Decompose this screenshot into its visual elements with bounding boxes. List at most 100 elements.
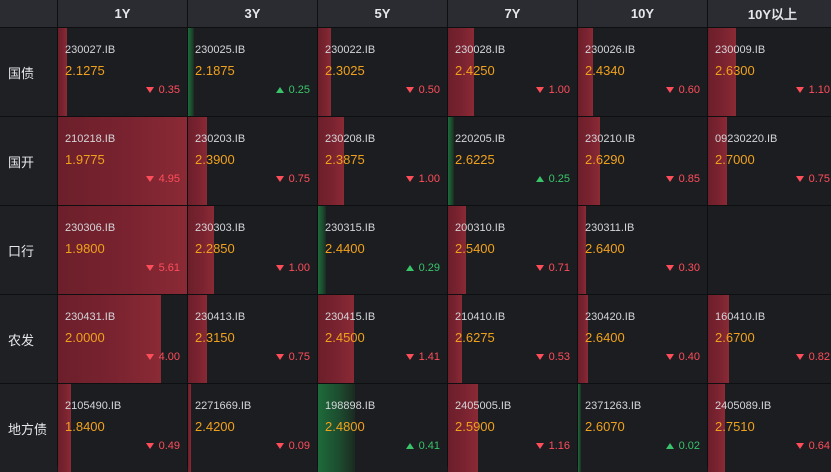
bond-cell[interactable]: 230210.IB 2.6290 0.85 xyxy=(578,117,707,205)
bond-yield: 2.3875 xyxy=(325,152,365,167)
change-intensity-bar xyxy=(578,384,581,472)
triangle-down-icon xyxy=(145,354,154,360)
bond-change-value: 0.53 xyxy=(548,351,570,363)
bond-cell[interactable]: 230306.IB 1.9800 5.61 xyxy=(58,206,187,294)
bond-cell[interactable]: 160410.IB 2.6700 0.82 xyxy=(708,295,831,383)
triangle-down-icon xyxy=(795,176,804,182)
bond-yield: 2.4250 xyxy=(455,63,495,78)
column-header-2[interactable]: 5Y xyxy=(318,0,447,27)
bond-cell[interactable]: 230028.IB 2.4250 1.00 xyxy=(448,28,577,116)
triangle-down-icon xyxy=(275,265,284,271)
bond-change: 1.00 xyxy=(405,173,440,185)
bond-change: 0.29 xyxy=(405,262,440,274)
triangle-up-icon xyxy=(665,443,674,449)
column-header-3[interactable]: 7Y xyxy=(448,0,577,27)
triangle-down-icon xyxy=(535,265,544,271)
bond-change-value: 0.82 xyxy=(808,351,830,363)
bond-cell[interactable]: 230415.IB 2.4500 1.41 xyxy=(318,295,447,383)
column-header-5[interactable]: 10Y以上 xyxy=(708,0,831,27)
column-header-1[interactable]: 3Y xyxy=(188,0,317,27)
triangle-down-icon xyxy=(405,176,414,182)
bond-cell[interactable]: 230420.IB 2.6400 0.40 xyxy=(578,295,707,383)
bond-change-value: 0.75 xyxy=(808,173,830,185)
bond-code: 2405089.IB xyxy=(715,400,772,412)
bond-change-value: 5.61 xyxy=(158,262,180,274)
bond-cell[interactable]: 2405089.IB 2.7510 0.64 xyxy=(708,384,831,472)
bond-change: 0.75 xyxy=(795,173,830,185)
bond-change-value: 0.25 xyxy=(288,84,310,96)
bond-cell[interactable]: 230009.IB 2.6300 1.10 xyxy=(708,28,831,116)
bond-cell[interactable]: 09230220.IB 2.7000 0.75 xyxy=(708,117,831,205)
bond-yield: 2.6300 xyxy=(715,63,755,78)
bond-yield: 2.6700 xyxy=(715,330,755,345)
triangle-down-icon xyxy=(795,87,804,93)
bond-code: 230303.IB xyxy=(195,222,246,234)
bond-cell[interactable]: 2271669.IB 2.4200 0.09 xyxy=(188,384,317,472)
bond-cell[interactable]: 230203.IB 2.3900 0.75 xyxy=(188,117,317,205)
bond-cell[interactable]: 200310.IB 2.5400 0.71 xyxy=(448,206,577,294)
bond-cell[interactable]: 210218.IB 1.9775 4.95 xyxy=(58,117,187,205)
bond-cell[interactable]: 220205.IB 2.6225 0.25 xyxy=(448,117,577,205)
triangle-up-icon xyxy=(275,87,284,93)
triangle-down-icon xyxy=(535,87,544,93)
bond-change-value: 0.25 xyxy=(548,173,570,185)
bond-code: 230315.IB xyxy=(325,222,376,234)
bond-cell[interactable]: 230025.IB 2.1875 0.25 xyxy=(188,28,317,116)
bond-code: 160410.IB xyxy=(715,311,766,323)
bond-cell[interactable]: 230431.IB 2.0000 4.00 xyxy=(58,295,187,383)
bond-cell[interactable]: 2105490.IB 1.8400 0.49 xyxy=(58,384,187,472)
bond-cell[interactable]: 230027.IB 2.1275 0.35 xyxy=(58,28,187,116)
bond-change-value: 0.09 xyxy=(288,440,310,452)
bond-change: 0.85 xyxy=(665,173,700,185)
bond-code: 230009.IB xyxy=(715,44,766,56)
bond-cell[interactable]: 230208.IB 2.3875 1.00 xyxy=(318,117,447,205)
bond-cell xyxy=(708,206,831,294)
bond-yield: 2.3150 xyxy=(195,330,235,345)
bond-change: 0.25 xyxy=(275,84,310,96)
column-header-4[interactable]: 10Y xyxy=(578,0,707,27)
bond-cell[interactable]: 230026.IB 2.4340 0.60 xyxy=(578,28,707,116)
change-intensity-bar xyxy=(578,206,586,294)
bond-code: 09230220.IB xyxy=(715,133,778,145)
change-intensity-bar xyxy=(448,117,455,205)
bond-code: 2405005.IB xyxy=(455,400,512,412)
bond-cell[interactable]: 198898.IB 2.4800 0.41 xyxy=(318,384,447,472)
change-intensity-bar xyxy=(58,28,68,116)
bond-yield: 2.4400 xyxy=(325,241,365,256)
bond-change-value: 1.41 xyxy=(418,351,440,363)
bond-yield: 2.5900 xyxy=(455,419,495,434)
bond-cell[interactable]: 2405005.IB 2.5900 1.16 xyxy=(448,384,577,472)
bond-yield: 2.3025 xyxy=(325,63,365,78)
change-intensity-bar xyxy=(188,206,214,294)
triangle-down-icon xyxy=(665,354,674,360)
bond-code: 230420.IB xyxy=(585,311,636,323)
bond-code: 2271669.IB xyxy=(195,400,252,412)
bond-cell[interactable]: 210410.IB 2.6275 0.53 xyxy=(448,295,577,383)
bond-code: 230415.IB xyxy=(325,311,376,323)
bond-cell[interactable]: 230413.IB 2.3150 0.75 xyxy=(188,295,317,383)
bond-code: 230025.IB xyxy=(195,44,246,56)
bond-cell[interactable]: 2371263.IB 2.6070 0.02 xyxy=(578,384,707,472)
bond-cell[interactable]: 230022.IB 2.3025 0.50 xyxy=(318,28,447,116)
column-header-0[interactable]: 1Y xyxy=(58,0,187,27)
bond-cell[interactable]: 230315.IB 2.4400 0.29 xyxy=(318,206,447,294)
bond-change-value: 1.00 xyxy=(418,173,440,185)
triangle-down-icon xyxy=(405,354,414,360)
bond-yield: 2.1275 xyxy=(65,63,105,78)
bond-change: 1.00 xyxy=(275,262,310,274)
bond-code: 210218.IB xyxy=(65,133,116,145)
triangle-down-icon xyxy=(145,443,154,449)
bond-code: 230208.IB xyxy=(325,133,376,145)
bond-cell[interactable]: 230311.IB 2.6400 0.30 xyxy=(578,206,707,294)
row-label: 国开 xyxy=(0,117,57,205)
bond-change: 0.02 xyxy=(665,440,700,452)
bond-code: 230022.IB xyxy=(325,44,376,56)
bond-yield: 2.6290 xyxy=(585,152,625,167)
change-intensity-bar xyxy=(708,117,728,205)
bond-code: 230203.IB xyxy=(195,133,246,145)
change-intensity-bar xyxy=(188,384,191,472)
change-intensity-bar xyxy=(318,384,356,472)
bond-code: 220205.IB xyxy=(455,133,506,145)
bond-cell[interactable]: 230303.IB 2.2850 1.00 xyxy=(188,206,317,294)
